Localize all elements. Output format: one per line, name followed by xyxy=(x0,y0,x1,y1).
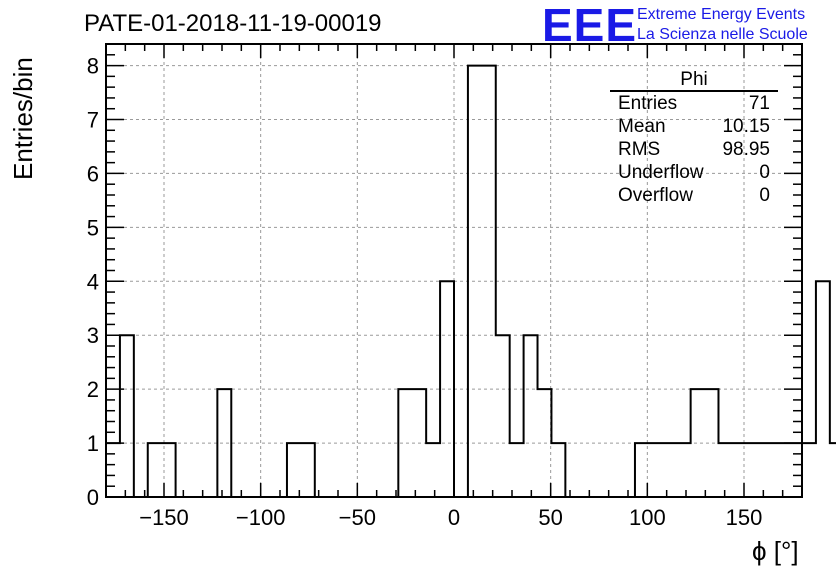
stats-title: Phi xyxy=(610,70,778,92)
y-tick-label: 0 xyxy=(87,485,99,510)
y-tick-label: 6 xyxy=(87,161,99,186)
x-tick-label: 100 xyxy=(629,505,666,530)
x-tick-label: 150 xyxy=(726,505,763,530)
stats-value: 10.15 xyxy=(722,116,770,137)
x-tick-label: −150 xyxy=(139,505,189,530)
y-tick-label: 4 xyxy=(87,269,99,294)
stats-row-mean: Mean 10.15 xyxy=(610,115,778,138)
stats-row-entries: Entries 71 xyxy=(610,92,778,115)
x-tick-label: −100 xyxy=(236,505,286,530)
chart-title: PATE-01-2018-11-19-00019 xyxy=(84,10,382,37)
stats-label: Underflow xyxy=(618,162,704,183)
stats-label: Overflow xyxy=(618,185,693,206)
x-tick-labels: −150 −100 −50 0 50 100 150 xyxy=(139,505,762,530)
stats-label: RMS xyxy=(618,139,661,160)
eee-logo: EEE xyxy=(542,0,638,51)
stats-value: 71 xyxy=(748,93,770,114)
x-tick-label: 50 xyxy=(538,505,562,530)
y-tick-label: 5 xyxy=(87,215,99,240)
stats-label: Entries xyxy=(618,93,678,114)
axis-ticks xyxy=(106,43,802,498)
stats-row-overflow: Overflow 0 xyxy=(610,184,778,207)
y-tick-label: 3 xyxy=(87,323,99,348)
y-tick-label: 2 xyxy=(87,377,99,402)
y-tick-label: 7 xyxy=(87,108,99,133)
x-tick-label: −50 xyxy=(339,505,376,530)
x-axis-label: ϕ [°] xyxy=(752,536,799,566)
stats-label: Mean xyxy=(618,116,666,137)
stats-box: Phi Entries 71 Mean 10.15 RMS 98.95 Unde… xyxy=(610,70,778,207)
y-axis-label: Entries/bin xyxy=(8,57,38,180)
y-tick-label: 8 xyxy=(87,54,99,79)
stats-value: 98.95 xyxy=(722,139,770,160)
stats-value: 0 xyxy=(759,162,770,183)
stats-value: 0 xyxy=(759,185,770,206)
x-tick-label: 0 xyxy=(448,505,460,530)
stats-row-underflow: Underflow 0 xyxy=(610,161,778,184)
y-tick-labels: 0 1 2 3 4 5 6 7 8 xyxy=(87,54,99,510)
y-tick-label: 1 xyxy=(87,431,99,456)
stats-row-rms: RMS 98.95 xyxy=(610,138,778,161)
logo-subtitle-line1: Extreme Energy Events xyxy=(637,6,806,23)
logo-subtitle-line2: La Scienza nelle Scuole xyxy=(637,26,808,43)
histogram-outline xyxy=(105,64,836,498)
